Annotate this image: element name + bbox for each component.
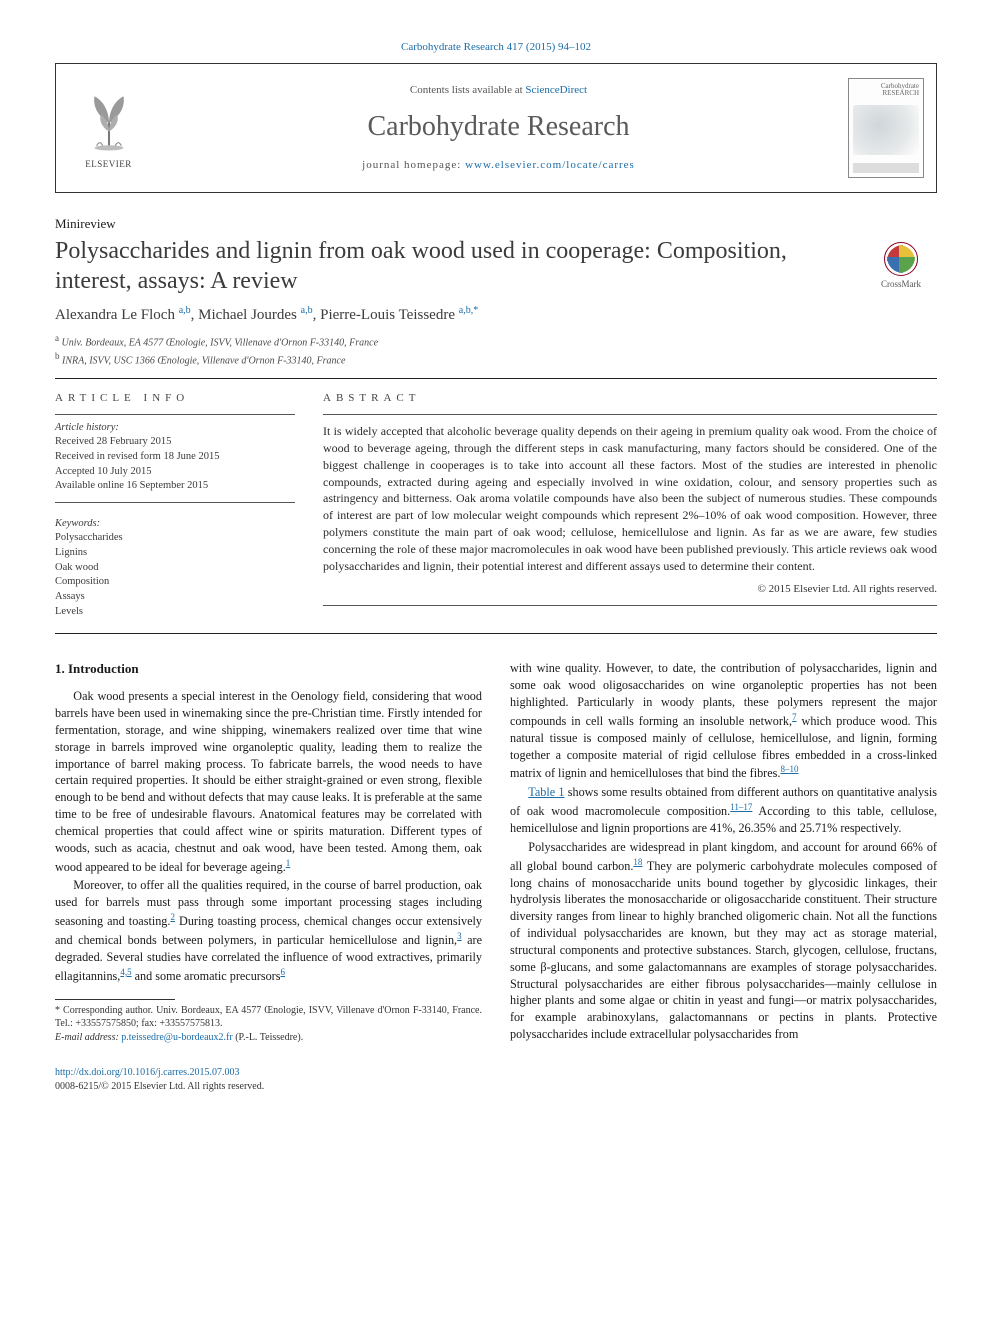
keyword: Lignins: [55, 546, 295, 561]
author-3-aff[interactable]: a,b,: [459, 305, 473, 316]
identifiers-block: http://dx.doi.org/10.1016/j.carres.2015.…: [55, 1066, 937, 1093]
corresponding-author: * Corresponding author. Univ. Bordeaux, …: [55, 1004, 482, 1031]
journal-homepage-line: journal homepage: www.elsevier.com/locat…: [362, 158, 635, 173]
abstract-rule-2: [323, 605, 937, 606]
cover-thumb-art: [853, 105, 919, 155]
p-col2-2: Table 1 shows some results obtained from…: [510, 784, 937, 837]
author-2: Michael Jourdes a,b: [198, 307, 312, 323]
doi-link[interactable]: http://dx.doi.org/10.1016/j.carres.2015.…: [55, 1067, 240, 1078]
affiliation-a: a Univ. Bordeaux, EA 4577 Œnologie, ISVV…: [55, 332, 937, 350]
article-history-label: Article history:: [55, 421, 295, 435]
ref-4-5[interactable]: 4,5: [120, 967, 131, 977]
article-type: Minireview: [55, 215, 937, 233]
abstract-block: ABSTRACT It is widely accepted that alco…: [323, 391, 937, 619]
author-1: Alexandra Le Floch a,b: [55, 307, 191, 323]
keyword: Composition: [55, 575, 295, 590]
footnotes-block: * Corresponding author. Univ. Bordeaux, …: [55, 999, 482, 1045]
keywords-label: Keywords:: [55, 517, 295, 531]
abstract-text: It is widely accepted that alcoholic bev…: [323, 423, 937, 574]
author-1-aff[interactable]: a,b: [179, 305, 191, 316]
journal-homepage-link[interactable]: www.elsevier.com/locate/carres: [465, 159, 635, 171]
article-info-rule-2: [55, 502, 295, 503]
crossmark-label: CrossMark: [881, 278, 921, 290]
crossmark-icon: [884, 242, 918, 276]
contents-list-line: Contents lists available at ScienceDirec…: [410, 83, 587, 98]
section-1-heading: 1. Introduction: [55, 660, 482, 678]
corresponding-email-link[interactable]: p.teissedre@u-bordeaux2.fr: [121, 1032, 232, 1043]
p-col1-2: Moreover, to offer all the qualities req…: [55, 877, 482, 984]
history-accepted: Accepted 10 July 2015: [55, 465, 295, 480]
sciencedirect-link[interactable]: ScienceDirect: [525, 84, 587, 96]
affiliations: a Univ. Bordeaux, EA 4577 Œnologie, ISVV…: [55, 332, 937, 369]
history-received: Received 28 February 2015: [55, 435, 295, 450]
ref-6[interactable]: 6: [280, 967, 285, 977]
authors-line: Alexandra Le Floch a,b, Michael Jourdes …: [55, 304, 937, 325]
journal-header-center: Contents lists available at ScienceDirec…: [161, 64, 836, 192]
affiliation-b: b INRA, ISVV, USC 1366 Œnologie, Villena…: [55, 350, 937, 368]
abstract-copyright: © 2015 Elsevier Ltd. All rights reserved…: [323, 582, 937, 597]
keyword: Oak wood: [55, 561, 295, 576]
article-title: Polysaccharides and lignin from oak wood…: [55, 236, 857, 296]
journal-name: Carbohydrate Research: [368, 108, 630, 146]
rule-below-meta: [55, 633, 937, 634]
p-col2-1: with wine quality. However, to date, the…: [510, 660, 937, 782]
crossmark-badge[interactable]: CrossMark: [865, 242, 937, 290]
journal-header: ELSEVIER Contents lists available at Sci…: [55, 63, 937, 193]
email-who: (P.-L. Teissedre).: [233, 1032, 304, 1043]
publisher-logo-block: ELSEVIER: [56, 64, 161, 192]
history-revised: Received in revised form 18 June 2015: [55, 450, 295, 465]
keyword: Polysaccharides: [55, 531, 295, 546]
publisher-name: ELSEVIER: [85, 158, 132, 170]
corresponding-email-line: E-mail address: p.teissedre@u-bordeaux2.…: [55, 1031, 482, 1045]
p-col2-3: Polysaccharides are widespread in plant …: [510, 839, 937, 1043]
keywords-list: Polysaccharides Lignins Oak wood Composi…: [55, 531, 295, 619]
keyword: Levels: [55, 605, 295, 620]
table-1-link[interactable]: Table 1: [528, 785, 564, 799]
ref-8-10[interactable]: 8–10: [780, 764, 798, 774]
cover-thumb-icon: Carbohydrate RESEARCH: [848, 78, 924, 178]
elsevier-tree-icon: [74, 86, 144, 156]
article-info-heading: ARTICLE INFO: [55, 391, 295, 406]
cover-thumb-footer: [853, 163, 919, 173]
email-label: E-mail address:: [55, 1032, 121, 1043]
ref-1[interactable]: 1: [286, 858, 291, 868]
abstract-rule: [323, 414, 937, 415]
article-history: Received 28 February 2015 Received in re…: [55, 435, 295, 494]
author-3-corr[interactable]: *: [473, 305, 478, 316]
contents-prefix: Contents lists available at: [410, 84, 525, 96]
body-columns: 1. Introduction Oak wood presents a spec…: [55, 660, 937, 1044]
rule-above-meta: [55, 378, 937, 379]
p-col1-1: Oak wood presents a special interest in …: [55, 688, 482, 875]
ref-11-17[interactable]: 11–17: [730, 802, 752, 812]
author-3: Pierre-Louis Teissedre a,b,*: [320, 307, 478, 323]
author-2-aff[interactable]: a,b: [301, 305, 313, 316]
homepage-prefix: journal homepage:: [362, 159, 465, 171]
running-head: Carbohydrate Research 417 (2015) 94–102: [55, 40, 937, 55]
footnote-rule: [55, 999, 175, 1000]
cover-thumb-title: Carbohydrate RESEARCH: [853, 83, 919, 97]
keyword: Assays: [55, 590, 295, 605]
issn-copyright: 0008-6215/© 2015 Elsevier Ltd. All right…: [55, 1080, 937, 1094]
abstract-heading: ABSTRACT: [323, 391, 937, 406]
article-info-block: ARTICLE INFO Article history: Received 2…: [55, 391, 295, 619]
article-info-rule: [55, 414, 295, 415]
journal-cover-thumb: Carbohydrate RESEARCH: [836, 64, 936, 192]
history-online: Available online 16 September 2015: [55, 479, 295, 494]
